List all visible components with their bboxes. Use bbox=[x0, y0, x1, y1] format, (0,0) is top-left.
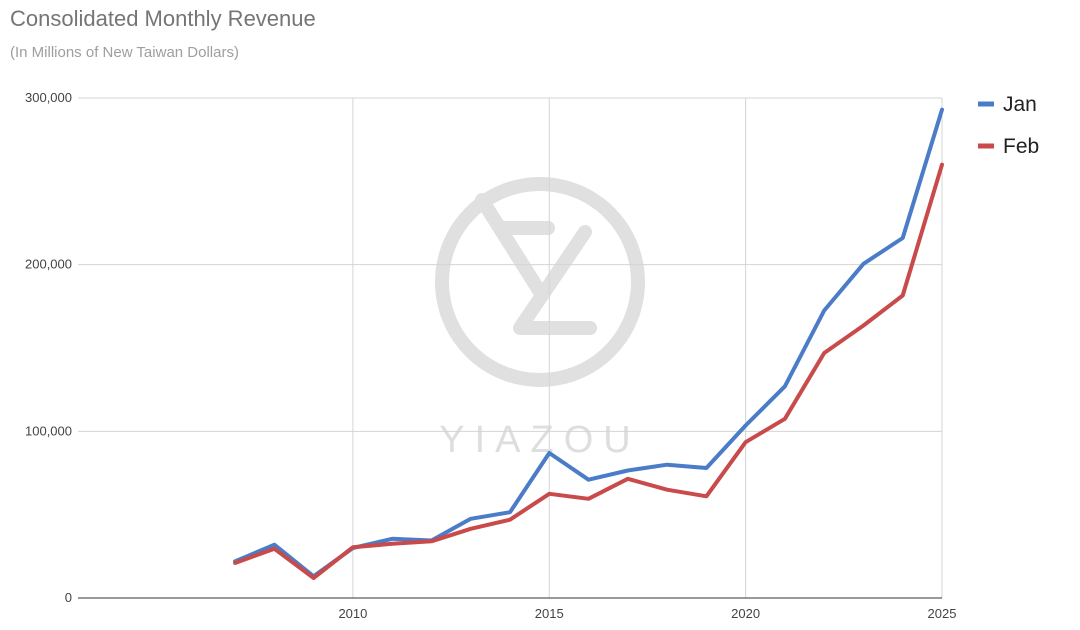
chart-title: Consolidated Monthly Revenue bbox=[10, 6, 316, 31]
series-line-feb bbox=[233, 162, 944, 580]
watermark-text: YIAZOU bbox=[439, 419, 640, 461]
legend-label-jan: Jan bbox=[1003, 93, 1037, 116]
legend-label-feb: Feb bbox=[1003, 135, 1039, 158]
watermark-monogram bbox=[475, 193, 597, 335]
y-tick-label: 0 bbox=[65, 590, 72, 605]
watermark-circle bbox=[435, 177, 645, 387]
y-tick-label: 100,000 bbox=[25, 423, 72, 438]
x-tick-label: 2010 bbox=[338, 606, 367, 621]
x-tick-label: 2020 bbox=[731, 606, 760, 621]
x-tick-label: 2025 bbox=[928, 606, 957, 621]
x-tick-label: 2015 bbox=[535, 606, 564, 621]
watermark-logo: YIAZOU bbox=[435, 177, 645, 461]
y-tick-label: 200,000 bbox=[25, 257, 72, 272]
chart-subtitle: (In Millions of New Taiwan Dollars) bbox=[10, 44, 239, 61]
y-tick-label: 300,000 bbox=[25, 90, 72, 105]
